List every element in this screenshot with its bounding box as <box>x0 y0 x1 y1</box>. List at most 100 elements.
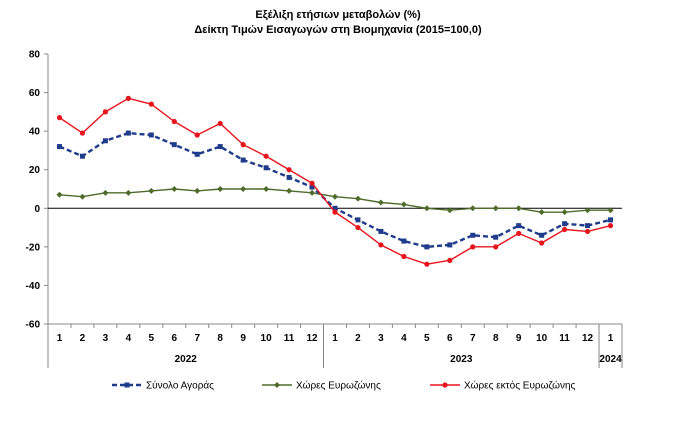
data-point <box>332 205 338 211</box>
data-point <box>240 186 247 192</box>
x-tick-label: 10 <box>536 333 548 344</box>
data-point <box>607 223 614 229</box>
data-point <box>263 186 270 192</box>
data-point <box>217 144 223 150</box>
x-tick-label: 8 <box>493 333 499 344</box>
data-point <box>332 209 338 215</box>
data-point <box>194 187 201 194</box>
y-axis-ticks: 80 60 40 20 0 -20 -40 -60 <box>26 50 48 331</box>
data-point <box>355 217 361 223</box>
data-point <box>584 228 591 235</box>
data-point <box>562 221 568 227</box>
x-tick-label: 4 <box>126 333 132 344</box>
data-point <box>539 232 545 238</box>
y-tick-label: -20 <box>26 242 41 253</box>
x-tick-label: 7 <box>194 333 200 344</box>
data-point <box>401 238 407 244</box>
chart-subtitle: Δείκτη Τιμών Εισαγωγών στη Βιομηχανία (2… <box>194 24 482 36</box>
data-point <box>309 189 316 196</box>
data-point <box>56 144 62 150</box>
data-point <box>515 205 522 212</box>
data-point <box>607 207 614 214</box>
data-point <box>561 209 568 216</box>
data-point <box>378 242 384 248</box>
legend-item: Σύνολο Αγοράς <box>112 380 214 392</box>
legend: Σύνολο Αγοράς Χώρες Ευρωζώνης Χώρες εκτός … <box>112 380 576 392</box>
y-tick-label: 20 <box>29 165 41 176</box>
x-tick-label: 1 <box>332 333 338 344</box>
x-tick-label: 6 <box>171 333 177 344</box>
data-point <box>102 109 108 115</box>
data-point <box>400 201 407 208</box>
data-point <box>355 224 361 231</box>
data-point <box>125 189 132 196</box>
data-point <box>274 382 280 388</box>
x-tick-label: 3 <box>103 333 109 344</box>
data-point <box>240 142 246 148</box>
legend-item: Χώρες Ευρωζώνης <box>262 380 381 392</box>
x-tick-label: 11 <box>284 333 295 344</box>
chart-title: Εξέλιξη ετήσιων μεταβολών (%) <box>255 9 421 21</box>
data-point <box>286 187 293 194</box>
data-point <box>286 174 292 180</box>
data-point <box>516 223 522 229</box>
legend-label: Σύνολο Αγοράς <box>146 380 214 392</box>
data-point <box>516 230 522 236</box>
data-point <box>79 130 86 136</box>
x-tick-label: 12 <box>306 333 318 344</box>
x-tick-label: 2 <box>80 333 86 344</box>
y-tick-label: 80 <box>29 50 41 61</box>
data-point <box>217 120 223 127</box>
data-point <box>263 165 269 171</box>
y-tick-label: -40 <box>26 281 41 292</box>
data-point <box>148 132 154 138</box>
data-point <box>378 228 384 234</box>
data-point <box>493 244 499 250</box>
data-point <box>493 234 499 240</box>
data-point <box>194 151 200 157</box>
x-tick-label: 9 <box>240 333 246 344</box>
data-point <box>446 207 453 214</box>
data-point <box>79 193 86 200</box>
x-tick-label: 11 <box>559 333 570 344</box>
data-point <box>332 193 338 200</box>
x-tick-label: 1 <box>57 333 63 344</box>
chart-axes <box>47 54 622 325</box>
year-label: 2022 <box>175 354 198 365</box>
data-point <box>56 115 63 121</box>
x-tick-label: 10 <box>261 333 273 344</box>
data-point <box>608 217 614 223</box>
x-tick-label: 12 <box>582 333 594 344</box>
data-point <box>263 153 269 159</box>
series-group <box>56 95 614 267</box>
x-tick-label: 5 <box>149 333 155 344</box>
data-point <box>171 118 177 125</box>
data-point <box>584 207 591 214</box>
data-point <box>447 242 453 248</box>
data-point <box>309 184 315 190</box>
data-point <box>354 195 361 202</box>
x-tick-label: 7 <box>470 333 476 344</box>
data-point <box>148 187 155 194</box>
x-tick-label: 4 <box>401 333 407 344</box>
legend-item: Χώρες εκτός Ευρωζώνης <box>430 380 576 392</box>
data-point <box>423 205 430 212</box>
data-point <box>377 199 384 206</box>
y-tick-label: 40 <box>29 127 41 138</box>
data-point <box>470 244 476 250</box>
series-line <box>59 97 611 265</box>
data-point <box>102 138 108 144</box>
series-2 <box>56 186 614 216</box>
legend-label: Χώρες Ευρωζώνης <box>296 380 381 392</box>
data-point <box>56 191 63 198</box>
y-tick-label: 0 <box>34 204 40 215</box>
legend-label: Χώρες εκτός Ευρωζώνης <box>464 380 576 392</box>
series-3 <box>56 95 614 267</box>
data-point <box>217 186 224 192</box>
data-point <box>309 180 315 186</box>
data-point <box>447 257 453 263</box>
data-point <box>585 223 591 229</box>
data-point <box>194 132 200 138</box>
